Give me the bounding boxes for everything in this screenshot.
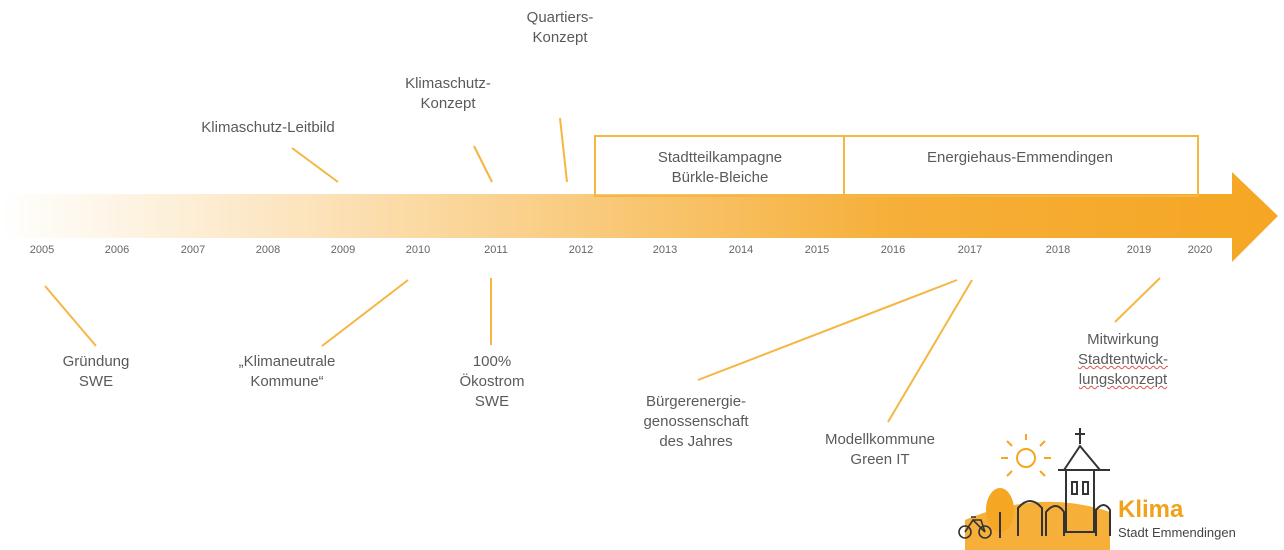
event-label-quartiers-konzept: Quartiers- Konzept bbox=[500, 8, 620, 48]
event-line: Stadtentwick- bbox=[1077, 351, 1169, 368]
campaign-label-stadtteilkampagne: Stadtteilkampagne Bürkle-Bleiche bbox=[610, 148, 830, 188]
event-line: Klimaschutz- bbox=[405, 75, 491, 92]
year-label: 2015 bbox=[804, 244, 830, 256]
logo-graphic bbox=[958, 428, 1111, 550]
connector-klimaneutrale bbox=[321, 279, 409, 347]
campaign-line: Stadtteilkampagne bbox=[657, 149, 783, 166]
event-line: lungskonzept bbox=[1078, 371, 1168, 388]
connector-modellkommune bbox=[887, 279, 973, 423]
tree-icon bbox=[986, 488, 1014, 532]
year-label: 2019 bbox=[1126, 244, 1152, 256]
year-label: 2009 bbox=[330, 244, 356, 256]
event-label-modellkommune: Modellkommune Green IT bbox=[800, 430, 960, 470]
campaign-line: Energiehaus-Emmendingen bbox=[927, 149, 1113, 166]
event-line: Konzept bbox=[532, 29, 588, 46]
event-line: Kommune“ bbox=[250, 373, 324, 390]
connector-quartiers-konzept bbox=[559, 117, 568, 183]
year-label: 2005 bbox=[29, 244, 55, 256]
event-label-leitbild: Klimaschutz-Leitbild bbox=[158, 118, 378, 138]
event-line: Bürgerenergie- bbox=[645, 393, 747, 410]
year-label: 2020 bbox=[1187, 244, 1213, 256]
connector-gruendung bbox=[44, 285, 97, 347]
year-label: 2008 bbox=[255, 244, 281, 256]
year-label: 2018 bbox=[1045, 244, 1071, 256]
event-label-mitwirkung: Mitwirkung Stadtentwick- lungskonzept bbox=[1048, 330, 1198, 390]
year-label: 2010 bbox=[405, 244, 431, 256]
connector-leitbild bbox=[291, 147, 339, 183]
event-line: des Jahres bbox=[659, 433, 733, 450]
logo-title: Klima bbox=[1118, 496, 1184, 523]
connector-buergerenergie bbox=[697, 279, 958, 381]
sun-icon bbox=[1001, 434, 1051, 477]
logo-subtitle: Stadt Emmendingen bbox=[1118, 525, 1236, 540]
year-label: 2016 bbox=[880, 244, 906, 256]
event-line: Ökostrom bbox=[459, 373, 525, 390]
event-line: Konzept bbox=[420, 95, 476, 112]
event-line: Klimaschutz-Leitbild bbox=[201, 119, 335, 136]
campaign-box-energiehaus bbox=[843, 135, 1199, 197]
event-line: Green IT bbox=[850, 451, 910, 468]
year-label: 2014 bbox=[728, 244, 754, 256]
event-line: Mitwirkung bbox=[1087, 331, 1159, 348]
event-line: Quartiers- bbox=[526, 9, 594, 26]
campaign-line: Bürkle-Bleiche bbox=[671, 169, 769, 186]
church-icon bbox=[1017, 428, 1111, 536]
bicycle-icon bbox=[958, 516, 992, 539]
event-label-oekostrom: 100% Ökostrom SWE bbox=[432, 352, 552, 412]
campaign-label-energiehaus: Energiehaus-Emmendingen bbox=[860, 148, 1180, 168]
year-label: 2013 bbox=[652, 244, 678, 256]
event-line: Gründung bbox=[62, 353, 130, 370]
event-line: SWE bbox=[78, 373, 114, 390]
event-label-klimaschutz-konzept: Klimaschutz- Konzept bbox=[388, 74, 508, 114]
year-label: 2007 bbox=[180, 244, 206, 256]
event-line: SWE bbox=[474, 393, 510, 410]
event-line: 100% bbox=[472, 353, 512, 370]
event-label-klimaneutrale: „Klimaneutrale Kommune“ bbox=[212, 352, 362, 392]
event-label-buergerenergie: Bürgerenergie- genossenschaft des Jahres bbox=[616, 392, 776, 452]
year-label: 2017 bbox=[957, 244, 983, 256]
connector-mitwirkung bbox=[1114, 277, 1161, 323]
event-label-gruendung: Gründung SWE bbox=[36, 352, 156, 392]
event-line: genossenschaft bbox=[643, 413, 749, 430]
year-label: 2011 bbox=[484, 244, 508, 256]
timeline-arrow bbox=[0, 172, 1278, 262]
year-label: 2006 bbox=[104, 244, 130, 256]
connector-klimaschutz-konzept bbox=[473, 145, 493, 183]
event-line: Modellkommune bbox=[824, 431, 936, 448]
year-label: 2012 bbox=[568, 244, 594, 256]
event-line: „Klimaneutrale bbox=[238, 353, 336, 370]
